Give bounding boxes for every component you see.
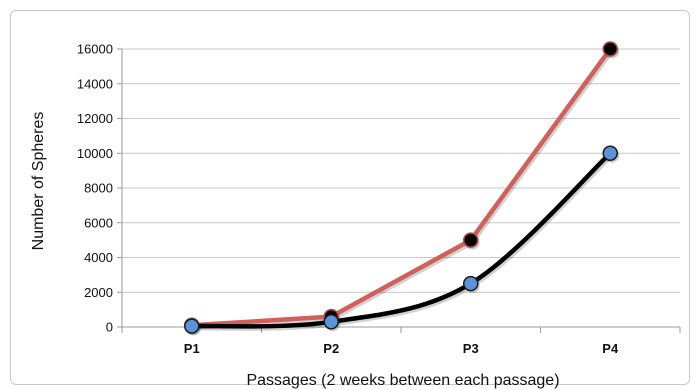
y-tick-label: 12000	[77, 111, 113, 126]
series-line-shadow	[190, 48, 615, 330]
y-tick-label: 8000	[84, 181, 113, 196]
series-1-point-P3	[463, 232, 479, 248]
y-axis-title: Number of Spheres	[30, 112, 47, 251]
series-2-point-P4	[602, 145, 618, 161]
series-2-point-P3	[463, 275, 479, 292]
y-tick-label: 0	[106, 320, 113, 335]
series-2-point-P2	[323, 314, 339, 330]
chart-frame	[10, 10, 690, 385]
series-1-point-P4	[602, 41, 618, 57]
y-tick-label: 6000	[84, 215, 113, 230]
y-tick-label: 4000	[84, 250, 113, 265]
y-tick-label: 10000	[77, 146, 113, 161]
x-tick-label: P2	[323, 341, 339, 356]
series-line-1	[189, 46, 613, 328]
series-2-point-P1	[184, 318, 200, 334]
x-tick-label: P1	[184, 341, 200, 356]
y-tick-label: 2000	[84, 285, 113, 300]
y-tick-label: 14000	[77, 76, 113, 91]
series-line-2	[189, 151, 613, 329]
x-tick-label: P3	[463, 341, 479, 356]
series-line-shadow	[190, 152, 615, 331]
x-axis-title: Passages (2 weeks between each passage)	[246, 372, 559, 389]
y-tick-label: 16000	[77, 42, 113, 57]
x-tick-label: P4	[602, 341, 619, 356]
